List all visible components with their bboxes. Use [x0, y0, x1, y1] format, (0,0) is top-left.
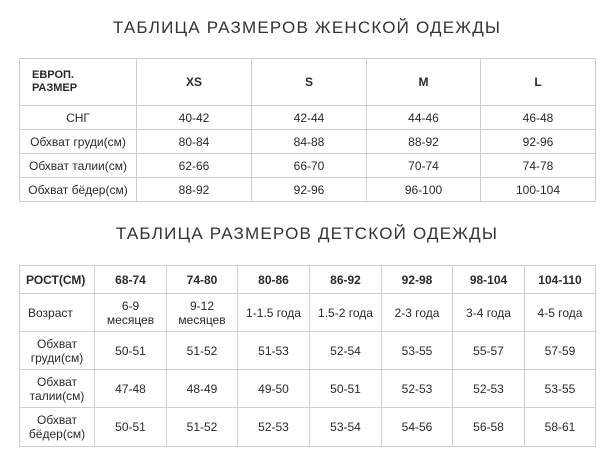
table-cell: 62-66 — [136, 153, 252, 178]
table-cell: 3-4 года — [452, 293, 525, 332]
kids-header-row: РОСТ(СМ) 68-74 74-80 80-86 86-92 92-98 9… — [19, 265, 596, 294]
table-cell: 80-84 — [136, 129, 252, 154]
table-cell: 52-53 — [381, 369, 453, 408]
kids-size-table-title: ТАБЛИЦА РАЗМЕРОВ ДЕТСКОЙ ОДЕЖДЫ — [115, 224, 499, 243]
kids-size-table: РОСТ(СМ) 68-74 74-80 80-86 86-92 92-98 9… — [19, 265, 596, 447]
table-cell: 53-54 — [309, 407, 382, 447]
height-header-104-110: 104-110 — [524, 265, 596, 294]
table-cell: 53-55 — [381, 331, 453, 370]
women-size-table: ЕВРОП. РАЗМЕР XS S M L СНГ 40-42 42-44 44… — [19, 58, 596, 202]
table-cell: 50-51 — [94, 407, 167, 447]
table-cell: 50-51 — [309, 369, 382, 408]
age-row: Возраст 6-9 месяцев 9-12 месяцев 1-1.5 год… — [19, 293, 596, 332]
women-size-table-title: ТАБЛИЦА РАЗМЕРОВ ЖЕНСКОЙ ОДЕЖДЫ — [112, 18, 502, 37]
height-header-86-92: 86-92 — [309, 265, 382, 294]
table-cell: 54-56 — [381, 407, 453, 447]
table-cell: 52-53 — [452, 369, 525, 408]
table-cell: 1-1.5 года — [237, 293, 310, 332]
row-label: Обхват груди(см) — [19, 331, 95, 370]
size-header-s: S — [251, 58, 367, 106]
table-cell: 57-59 — [524, 331, 596, 370]
table-cell: 51-52 — [166, 407, 238, 447]
table-cell: 100-104 — [480, 177, 596, 202]
table-cell: 49-50 — [237, 369, 310, 408]
table-row: Обхват груди(см) 50-51 51-52 51-53 52-54 … — [19, 331, 596, 370]
table-cell: 50-51 — [94, 331, 167, 370]
table-cell: 40-42 — [136, 105, 252, 130]
table-cell: 51-53 — [237, 331, 310, 370]
size-header-m: M — [366, 58, 481, 106]
row-label: Обхват бёдер(см) — [19, 177, 137, 202]
table-cell: 47-48 — [94, 369, 167, 408]
size-header-l: L — [480, 58, 596, 106]
table-cell: 88-92 — [136, 177, 252, 202]
table-cell: 42-44 — [251, 105, 367, 130]
table-cell: 52-53 — [237, 407, 310, 447]
table-cell: 92-96 — [251, 177, 367, 202]
table-cell: 48-49 — [166, 369, 238, 408]
table-row: Обхват талии(см) 47-48 48-49 49-50 50-51 … — [19, 369, 596, 408]
table-cell: 92-96 — [480, 129, 596, 154]
table-cell: 74-78 — [480, 153, 596, 178]
table-cell: 53-55 — [524, 369, 596, 408]
table-row: Обхват талии(см) 62-66 66-70 70-74 74-78 — [19, 153, 596, 178]
table-cell: 58-61 — [524, 407, 596, 447]
table-cell: 96-100 — [366, 177, 481, 202]
table-cell: 88-92 — [366, 129, 481, 154]
height-header-68-74: 68-74 — [94, 265, 167, 294]
height-header: РОСТ(СМ) — [19, 265, 95, 294]
table-row: СНГ 40-42 42-44 44-46 46-48 — [19, 105, 596, 130]
table-cell: 66-70 — [251, 153, 367, 178]
table-cell: 51-52 — [166, 331, 238, 370]
table-cell: 46-48 — [480, 105, 596, 130]
table-cell: 84-88 — [251, 129, 367, 154]
row-label: СНГ — [19, 105, 137, 130]
table-cell: 52-54 — [309, 331, 382, 370]
table-cell: 4-5 года — [524, 293, 596, 332]
table-cell: 44-46 — [366, 105, 481, 130]
table-cell: 6-9 месяцев — [94, 293, 167, 332]
row-label: Обхват талии(см) — [19, 369, 95, 408]
height-header-92-98: 92-98 — [381, 265, 453, 294]
height-header-98-104: 98-104 — [452, 265, 525, 294]
height-header-74-80: 74-80 — [166, 265, 238, 294]
table-cell: 9-12 месяцев — [166, 293, 238, 332]
table-cell: 2-3 года — [381, 293, 453, 332]
table-row: Обхват груди(см) 80-84 84-88 88-92 92-96 — [19, 129, 596, 154]
european-size-header: ЕВРОП. РАЗМЕР — [19, 58, 137, 106]
row-label: Обхват груди(см) — [19, 129, 137, 154]
table-row: Обхват бёдер(см) 50-51 51-52 52-53 53-54 … — [19, 407, 596, 447]
height-header-80-86: 80-86 — [237, 265, 310, 294]
table-cell: 56-58 — [452, 407, 525, 447]
women-header-row: ЕВРОП. РАЗМЕР XS S M L — [19, 58, 596, 106]
row-label: Возраст — [19, 293, 95, 332]
table-cell: 1.5-2 года — [309, 293, 382, 332]
table-cell: 70-74 — [366, 153, 481, 178]
table-cell: 55-57 — [452, 331, 525, 370]
table-row: Обхват бёдер(см) 88-92 92-96 96-100 100-… — [19, 177, 596, 202]
size-header-xs: XS — [136, 58, 252, 106]
row-label: Обхват талии(см) — [19, 153, 137, 178]
row-label: Обхват бёдер(см) — [19, 407, 95, 447]
